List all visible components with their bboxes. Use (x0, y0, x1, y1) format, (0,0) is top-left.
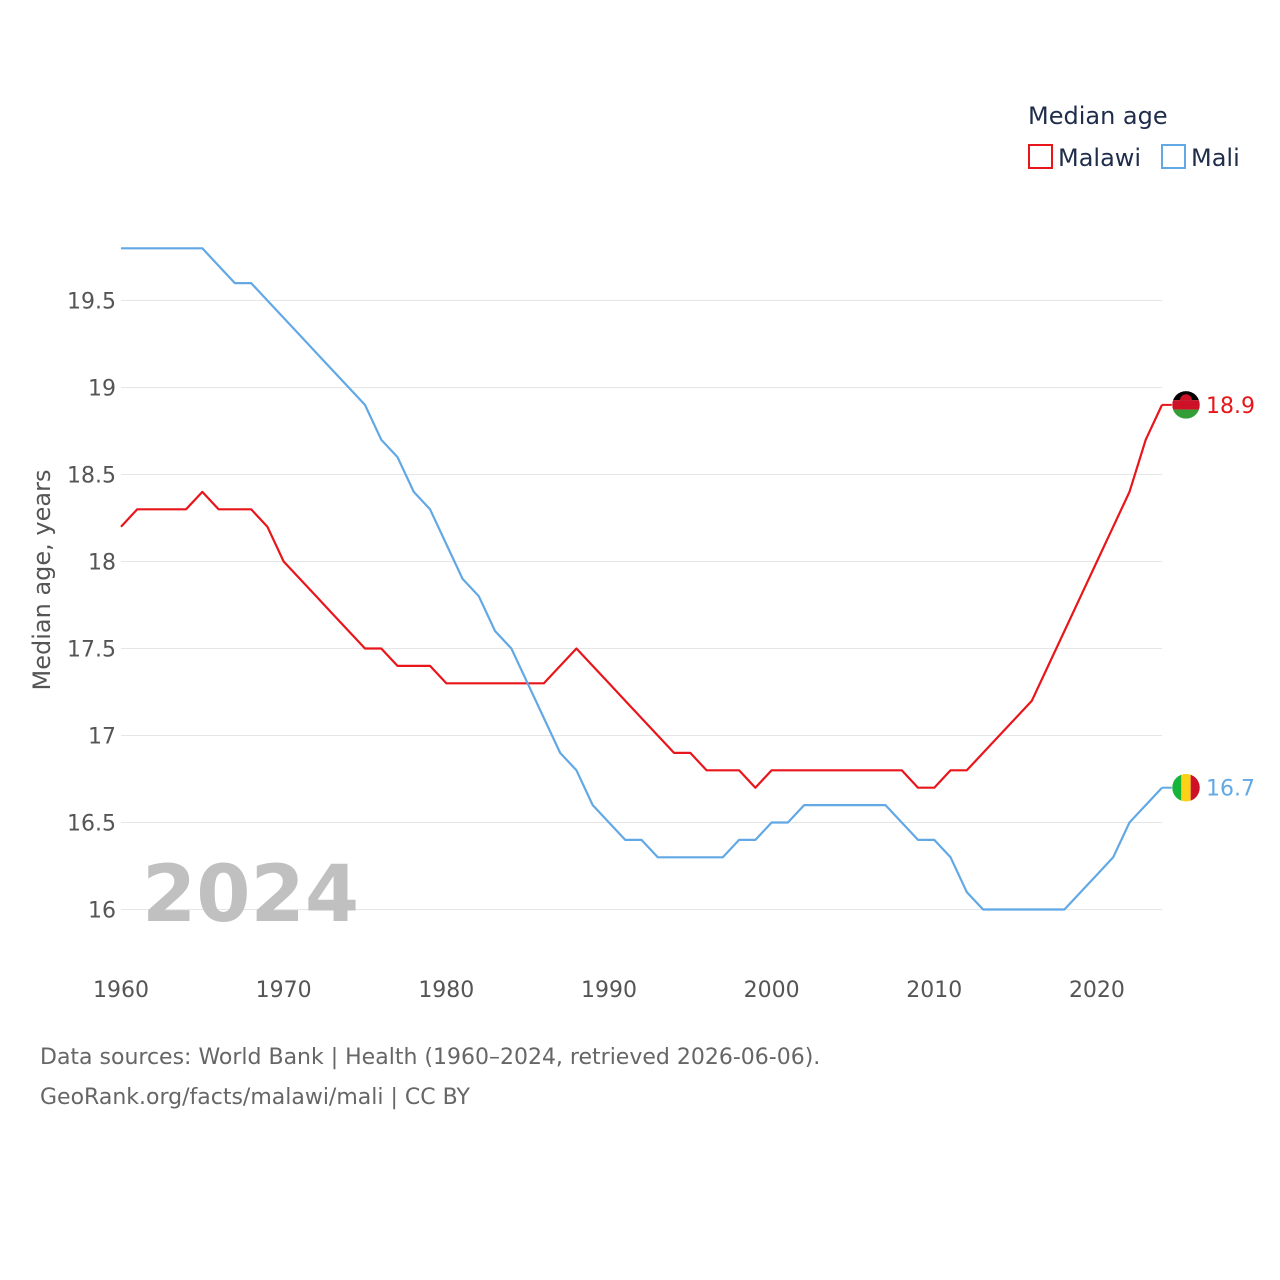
end-markers: 18.9 16.7 (1162, 390, 1255, 802)
end-label-malawi: 18.9 (1206, 394, 1255, 419)
y-tick-label: 18 (88, 551, 116, 576)
mali-flag-icon (1171, 773, 1201, 802)
y-tick-label: 16 (88, 899, 116, 924)
y-tick-label: 17.5 (67, 638, 116, 663)
end-label-mali: 16.7 (1206, 777, 1255, 802)
x-tick-label: 2000 (744, 978, 800, 1003)
x-tick-label: 1980 (418, 978, 474, 1003)
y-tick-label: 17 (88, 725, 116, 750)
source-line-1: Data sources: World Bank | Health (1960–… (40, 1045, 821, 1070)
y-tick-label: 19 (88, 377, 116, 402)
x-axis-ticks: 1960 1970 1980 1990 2000 2010 2020 (93, 978, 1125, 1003)
year-watermark: 2024 (142, 850, 359, 940)
malawi-flag-icon (1171, 390, 1201, 420)
x-tick-label: 1960 (93, 978, 149, 1003)
series-line-mali (121, 247, 1163, 911)
series-lines (120, 247, 1163, 911)
series-line-malawi (120, 404, 1163, 789)
source-link[interactable]: GeoRank.org/facts/malawi/mali | CC BY (40, 1085, 470, 1110)
legend-title: Median age (1028, 102, 1168, 130)
y-tick-label: 19.5 (67, 290, 116, 315)
y-axis-title: Median age, years (28, 470, 56, 691)
legend-label-mali: Mali (1191, 144, 1240, 172)
x-tick-label: 2010 (906, 978, 962, 1003)
y-tick-label: 18.5 (67, 464, 116, 489)
legend-label-malawi: Malawi (1058, 144, 1141, 172)
y-tick-label: 16.5 (67, 812, 116, 837)
x-tick-label: 2020 (1069, 978, 1125, 1003)
legend-swatch-malawi (1028, 144, 1053, 169)
y-axis-ticks: 16 16.5 17 17.5 18 18.5 19 19.5 (67, 290, 116, 924)
legend: Median age Malawi Mali (1028, 102, 1240, 172)
x-tick-label: 1970 (256, 978, 312, 1003)
x-tick-label: 1990 (581, 978, 637, 1003)
legend-swatch-mali (1161, 144, 1186, 169)
gridlines (121, 300, 1162, 910)
median-age-chart: 16 16.5 17 17.5 18 18.5 19 19.5 1960 1970 1980 199… (28, 102, 1255, 1003)
